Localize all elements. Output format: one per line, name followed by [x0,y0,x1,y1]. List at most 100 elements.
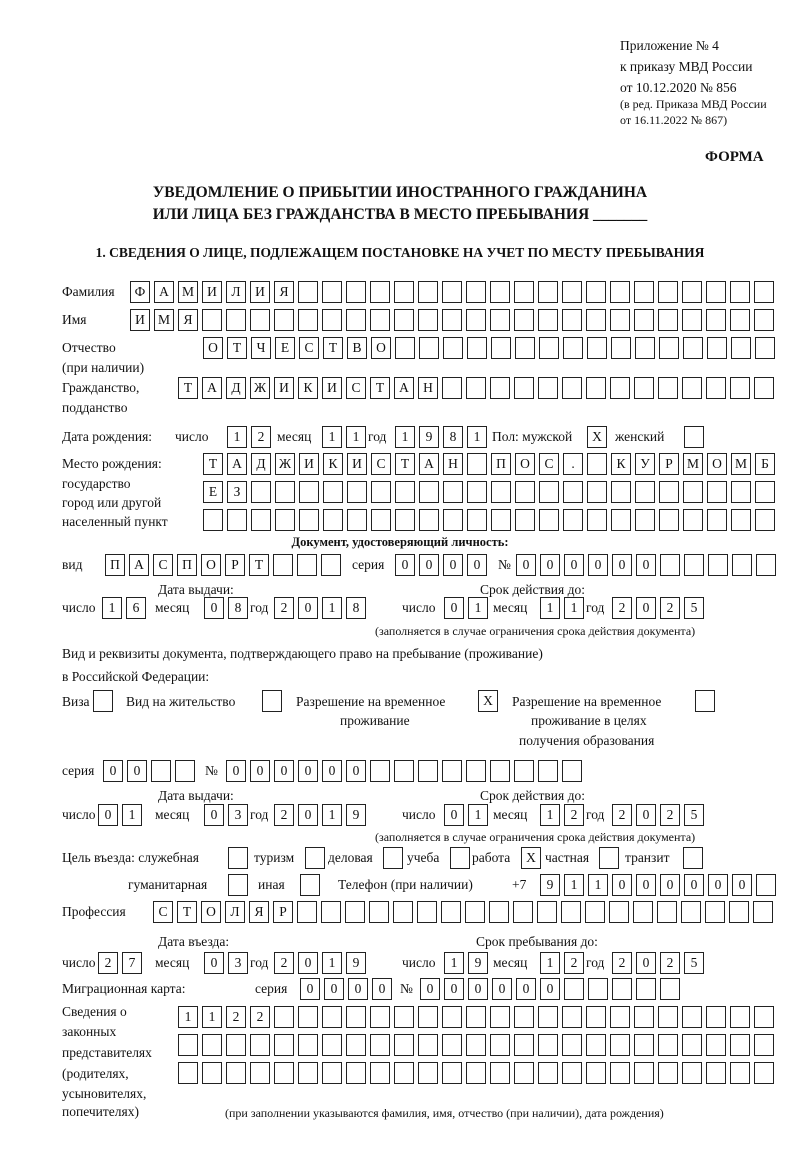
doc-number-box[interactable]: 0 [516,554,536,576]
mig-number-box[interactable] [660,978,680,1000]
doc-issue-year-box[interactable]: 1 [322,597,342,619]
profession-box[interactable] [297,901,317,923]
reps-3-box[interactable] [514,1062,534,1084]
right-number-box[interactable] [466,760,486,782]
entry-month-box[interactable]: 0 [204,952,224,974]
profession-box[interactable] [753,901,773,923]
doc-issue-year-box[interactable]: 2 [274,597,294,619]
doc-number-box[interactable] [660,554,680,576]
name-box[interactable]: И [130,309,150,331]
stay-month-box[interactable]: 2 [564,952,584,974]
reps-3-box[interactable] [634,1062,654,1084]
reps-1-box[interactable] [586,1006,606,1028]
patronymic-box[interactable] [515,337,535,359]
name-box[interactable] [538,309,558,331]
surname-box[interactable]: И [250,281,270,303]
birthplace-2-box[interactable] [587,481,607,503]
profession-box[interactable] [729,901,749,923]
mig-number-box[interactable] [636,978,656,1000]
birthplace-2-box[interactable] [539,481,559,503]
doc-issue-year-box[interactable]: 8 [346,597,366,619]
reps-2-box[interactable] [442,1034,462,1056]
reps-3-box[interactable] [562,1062,582,1084]
right-issue-year-box[interactable]: 0 [298,804,318,826]
reps-2-box[interactable] [370,1034,390,1056]
patronymic-box[interactable] [683,337,703,359]
citizenship-box[interactable]: Т [370,377,390,399]
right-issue-day-box[interactable]: 1 [122,804,142,826]
birth-year-box[interactable]: 8 [443,426,463,448]
name-box[interactable] [682,309,702,331]
doc-type-box[interactable] [273,554,293,576]
right-valid-month-box[interactable]: 2 [564,804,584,826]
birthplace-2-box[interactable] [755,481,775,503]
reps-1-box[interactable]: 2 [250,1006,270,1028]
birthplace-2-box[interactable] [443,481,463,503]
profession-box[interactable] [609,901,629,923]
reps-2-box[interactable] [346,1034,366,1056]
entry-year-box[interactable]: 9 [346,952,366,974]
birthplace-2-box[interactable] [491,481,511,503]
doc-series-box[interactable]: 0 [419,554,439,576]
entry-day-box[interactable]: 2 [98,952,118,974]
reps-1-box[interactable] [466,1006,486,1028]
doc-series-box[interactable]: 0 [395,554,415,576]
reps-2-box[interactable] [418,1034,438,1056]
entry-month-box[interactable]: 3 [228,952,248,974]
doc-valid-year-box[interactable]: 0 [636,597,656,619]
patronymic-box[interactable] [587,337,607,359]
birthplace-2-box[interactable] [683,481,703,503]
citizenship-box[interactable]: И [322,377,342,399]
birthplace-3-box[interactable] [275,509,295,531]
birth-day-box[interactable]: 2 [251,426,271,448]
right-edu-box[interactable] [695,690,715,712]
citizenship-box[interactable]: А [202,377,222,399]
birthplace-3-box[interactable] [611,509,631,531]
reps-2-box[interactable] [226,1034,246,1056]
birthplace-3-box[interactable] [515,509,535,531]
reps-3-box[interactable] [202,1062,222,1084]
doc-number-box[interactable] [684,554,704,576]
profession-box[interactable] [417,901,437,923]
purpose-business-box[interactable] [383,847,403,869]
birthplace-1-box[interactable]: Ж [275,453,295,475]
reps-1-box[interactable] [514,1006,534,1028]
birthplace-2-box[interactable]: З [227,481,247,503]
reps-1-box[interactable] [418,1006,438,1028]
citizenship-box[interactable] [658,377,678,399]
birthplace-1-box[interactable]: О [515,453,535,475]
phone-box[interactable] [756,874,776,896]
doc-issue-year-box[interactable]: 0 [298,597,318,619]
citizenship-box[interactable]: Д [226,377,246,399]
citizenship-box[interactable] [562,377,582,399]
right-number-box[interactable] [514,760,534,782]
stay-year-box[interactable]: 5 [684,952,704,974]
patronymic-box[interactable] [467,337,487,359]
birthplace-1-box[interactable]: Н [443,453,463,475]
profession-box[interactable] [585,901,605,923]
reps-1-box[interactable] [706,1006,726,1028]
birthplace-3-box[interactable] [371,509,391,531]
profession-box[interactable] [489,901,509,923]
right-number-box[interactable]: 0 [274,760,294,782]
doc-number-box[interactable]: 0 [588,554,608,576]
birthplace-3-box[interactable] [731,509,751,531]
reps-3-box[interactable] [682,1062,702,1084]
mig-number-box[interactable] [588,978,608,1000]
doc-type-box[interactable]: О [201,554,221,576]
purpose-other-box[interactable] [300,874,320,896]
patronymic-box[interactable]: Е [275,337,295,359]
citizenship-box[interactable]: С [346,377,366,399]
reps-2-box[interactable] [754,1034,774,1056]
birthplace-2-box[interactable] [707,481,727,503]
reps-1-box[interactable] [730,1006,750,1028]
purpose-service-box[interactable] [228,847,248,869]
mig-number-box[interactable] [564,978,584,1000]
surname-box[interactable] [394,281,414,303]
citizenship-box[interactable] [466,377,486,399]
surname-box[interactable]: И [202,281,222,303]
reps-2-box[interactable] [634,1034,654,1056]
right-number-box[interactable]: 0 [226,760,246,782]
profession-box[interactable] [537,901,557,923]
profession-box[interactable]: Л [225,901,245,923]
